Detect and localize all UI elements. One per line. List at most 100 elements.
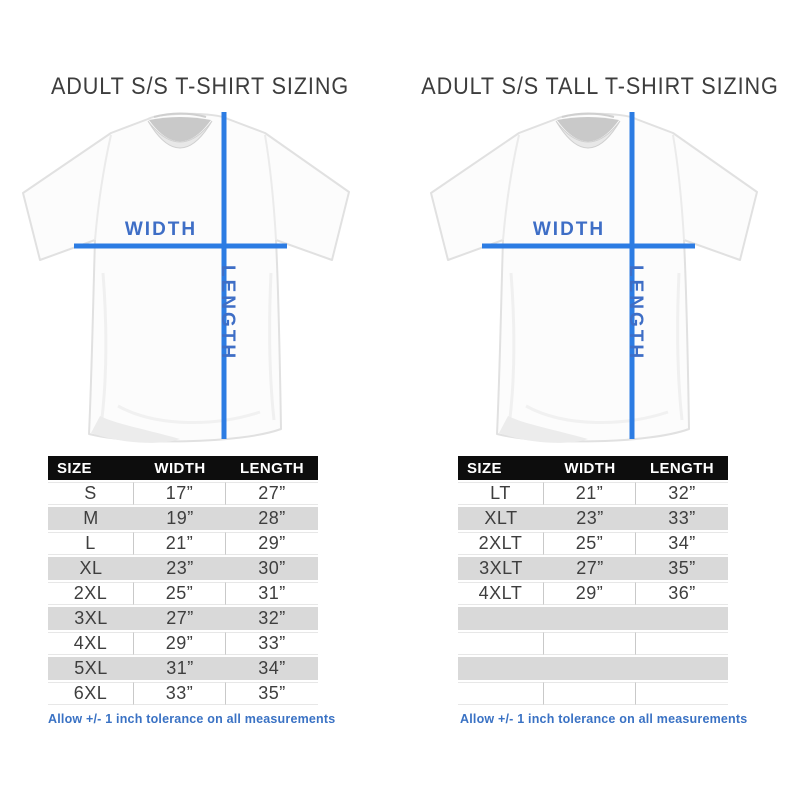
- table-row: LT 21” 32”: [458, 482, 728, 505]
- wrinkle: [100, 272, 108, 419]
- width-cell: 17”: [134, 482, 226, 505]
- length-cell: [636, 632, 728, 655]
- size-cell: 2XL: [48, 582, 134, 605]
- collar-opening: [557, 117, 619, 142]
- length-cell: 29”: [226, 532, 318, 555]
- length-cell: [636, 657, 728, 680]
- wrinkle: [268, 272, 276, 421]
- tshirt-figure: WIDTH LENGTH: [0, 108, 400, 446]
- sleeve-seam-left: [502, 134, 520, 241]
- table-row: 4XL 29” 33”: [48, 632, 318, 655]
- length-cell: 35”: [636, 557, 728, 580]
- size-cell: [458, 632, 544, 655]
- table-row-empty: [458, 607, 728, 630]
- table-row-empty: [458, 682, 728, 705]
- header-width: WIDTH: [134, 456, 226, 480]
- length-cell: 35”: [226, 682, 318, 705]
- length-cell: 31”: [226, 582, 318, 605]
- header-size: SIZE: [48, 456, 134, 480]
- collar-band: [147, 120, 213, 149]
- page-title: ADULT S/S T-SHIRT SIZING: [50, 73, 350, 100]
- tshirt-body: [22, 112, 350, 443]
- table-row: M 19” 28”: [48, 507, 318, 530]
- table-row: 5XL 31” 34”: [48, 657, 318, 680]
- size-cell: LT: [458, 482, 544, 505]
- length-cell: 27”: [226, 482, 318, 505]
- width-cell: 23”: [544, 507, 636, 530]
- length-cell: 32”: [636, 482, 728, 505]
- length-label: LENGTH: [217, 265, 238, 361]
- size-table-block: SIZE WIDTH LENGTH LT 21” 32” XLT 23” 33”: [458, 454, 800, 707]
- tshirt-figure: WIDTH LENGTH: [400, 108, 800, 446]
- width-cell: 31”: [134, 657, 226, 680]
- tshirt-body: [430, 112, 758, 443]
- collar-back-edge: [153, 112, 207, 118]
- length-cell: 30”: [226, 557, 318, 580]
- table-header-row: SIZE WIDTH LENGTH: [48, 456, 318, 480]
- tolerance-note: Allow +/- 1 inch tolerance on all measur…: [48, 712, 336, 726]
- size-cell: XL: [48, 557, 134, 580]
- length-cell: [636, 607, 728, 630]
- table-row: 3XLT 27” 35”: [458, 557, 728, 580]
- table-row: XL 23” 30”: [48, 557, 318, 580]
- table-row-empty: [458, 657, 728, 680]
- width-cell: 25”: [134, 582, 226, 605]
- width-cell: 27”: [134, 607, 226, 630]
- header-size: SIZE: [458, 456, 544, 480]
- size-cell: 6XL: [48, 682, 134, 705]
- width-cell: 27”: [544, 557, 636, 580]
- width-cell: [544, 607, 636, 630]
- header-length: LENGTH: [636, 456, 728, 480]
- panel-tall-sizing: ADULT S/S TALL T-SHIRT SIZING WIDTH LENG…: [400, 0, 800, 726]
- length-cell: 33”: [226, 632, 318, 655]
- width-cell: 25”: [544, 532, 636, 555]
- tshirt-image: WIDTH LENGTH: [22, 112, 350, 443]
- table-header-row: SIZE WIDTH LENGTH: [458, 456, 728, 480]
- table-row: XLT 23” 33”: [458, 507, 728, 530]
- size-cell: [458, 607, 544, 630]
- length-label: LENGTH: [625, 265, 646, 361]
- width-cell: [544, 657, 636, 680]
- page-title: ADULT S/S TALL T-SHIRT SIZING: [421, 73, 779, 100]
- collar-band: [555, 120, 621, 149]
- width-cell: 33”: [134, 682, 226, 705]
- collar-back-edge: [561, 112, 615, 118]
- size-cell: [458, 682, 544, 705]
- width-cell: 29”: [544, 582, 636, 605]
- table-row: L 21” 29”: [48, 532, 318, 555]
- width-cell: 29”: [134, 632, 226, 655]
- width-label: WIDTH: [533, 219, 605, 240]
- hem-fold: [91, 416, 180, 443]
- tshirt-image: WIDTH LENGTH: [430, 112, 758, 443]
- size-cell: [458, 657, 544, 680]
- size-cell: 2XLT: [458, 532, 544, 555]
- size-cell: M: [48, 507, 134, 530]
- size-cell: L: [48, 532, 134, 555]
- wrinkle: [117, 404, 261, 425]
- table-row: 6XL 33” 35”: [48, 682, 318, 705]
- size-cell: 3XLT: [458, 557, 544, 580]
- width-label: WIDTH: [125, 219, 197, 240]
- table-row-empty: [458, 632, 728, 655]
- table-row: S 17” 27”: [48, 482, 318, 505]
- width-cell: 21”: [544, 482, 636, 505]
- size-table-regular: SIZE WIDTH LENGTH S 17” 27” M 19” 28”: [48, 454, 318, 707]
- header-length: LENGTH: [226, 456, 318, 480]
- size-table-block: SIZE WIDTH LENGTH S 17” 27” M 19” 28”: [48, 454, 400, 707]
- collar-opening: [149, 117, 211, 142]
- length-cell: 28”: [226, 507, 318, 530]
- length-cell: 36”: [636, 582, 728, 605]
- width-cell: [544, 632, 636, 655]
- length-cell: 32”: [226, 607, 318, 630]
- size-cell: XLT: [458, 507, 544, 530]
- sizing-charts: ADULT S/S T-SHIRT SIZING: [0, 0, 800, 726]
- table-row: 2XL 25” 31”: [48, 582, 318, 605]
- tolerance-note: Allow +/- 1 inch tolerance on all measur…: [460, 712, 748, 726]
- width-cell: 21”: [134, 532, 226, 555]
- size-cell: 5XL: [48, 657, 134, 680]
- size-table-tall: SIZE WIDTH LENGTH LT 21” 32” XLT 23” 33”: [458, 454, 728, 707]
- length-cell: 34”: [226, 657, 318, 680]
- size-cell: 3XL: [48, 607, 134, 630]
- sleeve-seam-left: [94, 134, 112, 241]
- width-cell: [544, 682, 636, 705]
